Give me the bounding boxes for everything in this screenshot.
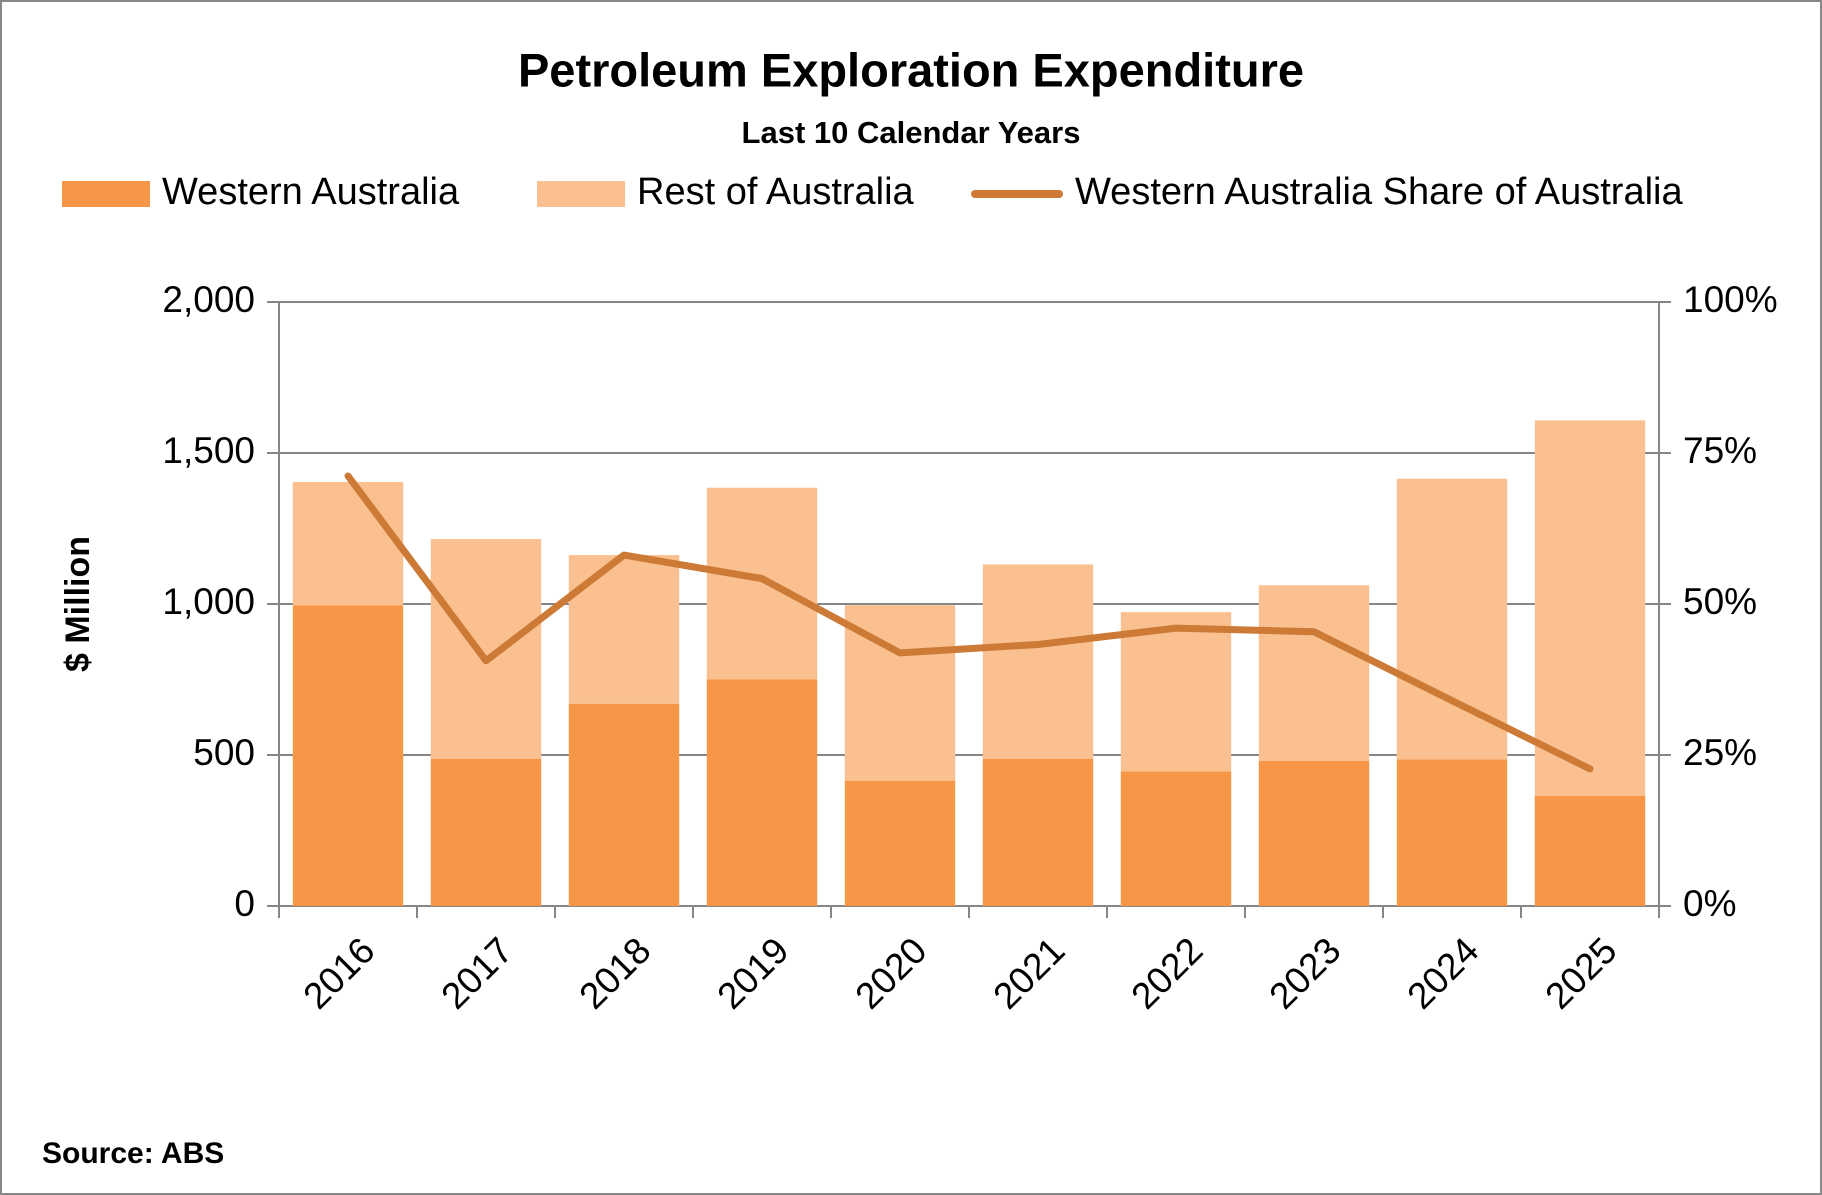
bar [1396, 478, 1508, 760]
bar [982, 564, 1094, 759]
bar [982, 758, 1094, 906]
legend-label: Western Australia [162, 171, 460, 213]
y2-tick-label: 25% [1683, 732, 1757, 773]
y-tick-label: 0 [234, 883, 255, 924]
chart-subtitle: Last 10 Calendar Years [742, 115, 1081, 150]
y2-tick-label: 50% [1683, 581, 1757, 622]
bar [844, 780, 956, 906]
bar [706, 679, 818, 906]
bar [292, 605, 404, 906]
bar [292, 481, 404, 606]
bar [1396, 759, 1508, 906]
y-tick-label: 1,500 [162, 430, 255, 471]
y2-tick-label: 100% [1683, 279, 1778, 320]
bar [568, 555, 680, 704]
legend-swatch [537, 181, 625, 207]
y-axis-title: $ Million [59, 536, 97, 672]
bar [430, 539, 542, 759]
legend-label: Western Australia Share of Australia [1075, 171, 1683, 213]
y-tick-label: 500 [193, 732, 255, 773]
y2-tick-label: 0% [1683, 883, 1736, 924]
legend-swatch [62, 181, 150, 207]
line-series [344, 472, 1594, 773]
bar [1120, 612, 1232, 772]
bar [1258, 760, 1370, 906]
source-note: Source: ABS [42, 1137, 224, 1170]
legend-label: Rest of Australia [637, 171, 915, 213]
bar [568, 703, 680, 906]
bar [1534, 420, 1646, 796]
chart-title: Petroleum Exploration Expenditure [518, 43, 1304, 96]
bar [1534, 795, 1646, 906]
bar [706, 487, 818, 680]
bar [1258, 585, 1370, 761]
y2-tick-label: 75% [1683, 430, 1757, 471]
bar [1120, 771, 1232, 906]
bar [430, 758, 542, 906]
y-tick-label: 2,000 [162, 279, 255, 320]
y-tick-label: 1,000 [162, 581, 255, 622]
